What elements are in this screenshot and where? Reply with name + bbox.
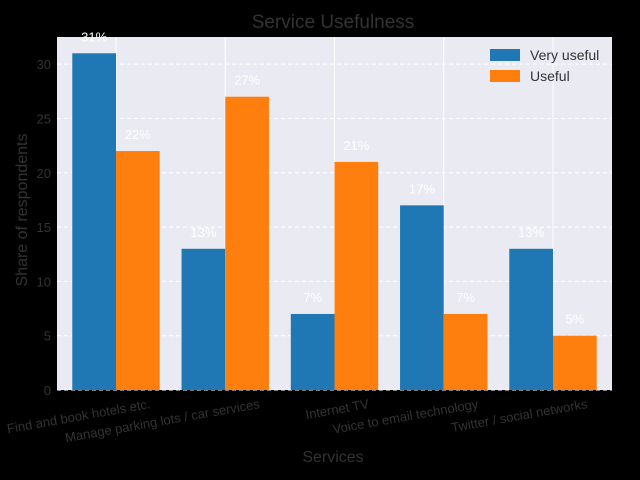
bar-very-useful bbox=[509, 248, 554, 390]
y-axis-ticks: 0 5 10 15 20 25 30 bbox=[37, 57, 51, 398]
y-tick-label: 25 bbox=[37, 111, 51, 126]
data-label: 21% bbox=[343, 138, 369, 153]
x-axis-label: Services bbox=[302, 449, 363, 466]
data-label: 5% bbox=[565, 312, 584, 327]
y-tick-label: 5 bbox=[44, 329, 51, 344]
y-tick-label: 30 bbox=[37, 57, 51, 72]
bar-useful bbox=[334, 161, 379, 390]
data-label: 7% bbox=[303, 290, 322, 305]
y-axis-label: Share of respondents bbox=[14, 134, 31, 287]
y-tick-label: 0 bbox=[44, 383, 51, 398]
data-label: 13% bbox=[518, 225, 544, 240]
bars bbox=[72, 53, 597, 391]
chart-title: Service Usefulness bbox=[252, 12, 415, 33]
bar-useful bbox=[443, 313, 488, 390]
bar-very-useful bbox=[400, 205, 444, 390]
bar-useful bbox=[553, 335, 597, 390]
bar-useful bbox=[225, 96, 269, 390]
data-label: 22% bbox=[125, 127, 151, 142]
data-label: 31% bbox=[81, 29, 107, 44]
bar-useful bbox=[115, 151, 160, 390]
data-label: 17% bbox=[409, 181, 435, 196]
bar-very-useful bbox=[290, 313, 335, 390]
legend-label: Very useful bbox=[530, 47, 599, 63]
legend-label: Useful bbox=[530, 68, 570, 84]
y-tick-label: 10 bbox=[37, 274, 51, 289]
bar-very-useful bbox=[72, 53, 116, 391]
data-label: 27% bbox=[234, 73, 260, 88]
data-label: 13% bbox=[190, 225, 216, 240]
data-label: 7% bbox=[456, 290, 475, 305]
y-tick-label: 15 bbox=[37, 220, 51, 235]
bar-very-useful bbox=[181, 248, 226, 390]
legend: Very useful Useful bbox=[490, 47, 599, 84]
legend-swatch bbox=[490, 70, 520, 82]
legend-swatch bbox=[490, 49, 520, 61]
data-labels: 31% 13% 7% 17% 13% 22% 27% 21% 7% 5% bbox=[81, 29, 585, 326]
y-tick-label: 20 bbox=[37, 166, 51, 181]
